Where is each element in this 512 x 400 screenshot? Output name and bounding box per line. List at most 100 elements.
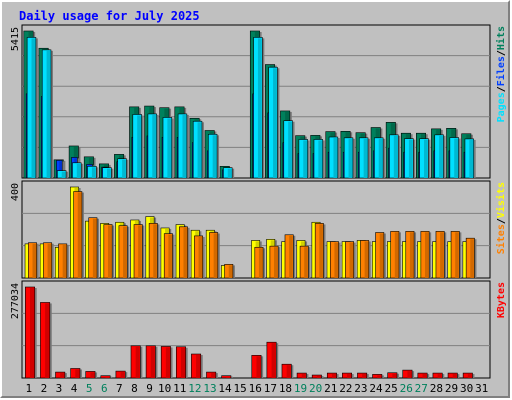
y-max-label: 5415 xyxy=(10,27,21,51)
day-label: 26 xyxy=(400,382,413,395)
day-label: 29 xyxy=(445,382,458,395)
bar-kbytes xyxy=(462,372,475,379)
bar-pages xyxy=(102,167,114,179)
bar-kbytes xyxy=(40,302,52,379)
bar-kbytes xyxy=(130,345,143,379)
day-label: 30 xyxy=(460,382,473,395)
bar-sites xyxy=(254,246,266,279)
legend-separator: / xyxy=(496,218,507,224)
bar-kbytes xyxy=(432,372,445,379)
bar-sites xyxy=(465,237,477,279)
bar-pages xyxy=(358,137,371,179)
bar-kbytes xyxy=(342,372,354,379)
legend-item: Hits xyxy=(495,26,507,50)
bar-sites xyxy=(284,234,296,279)
bar-pages xyxy=(72,162,84,179)
bar-sites xyxy=(314,223,326,279)
bar-kbytes xyxy=(402,369,415,379)
bar-pages xyxy=(207,133,220,179)
bar-kbytes xyxy=(281,363,294,379)
bar-sites xyxy=(209,232,220,279)
day-label: 24 xyxy=(369,382,383,395)
day-label: 14 xyxy=(218,382,232,395)
bar-pages xyxy=(449,137,461,179)
bar-pages xyxy=(192,120,204,179)
bar-pages xyxy=(41,49,53,179)
bar-kbytes xyxy=(191,353,203,379)
bar-kbytes xyxy=(160,346,173,379)
bar-pages xyxy=(177,113,189,179)
day-label: 17 xyxy=(264,382,277,395)
day-label: 1 xyxy=(25,382,32,395)
bar-sites xyxy=(58,243,69,279)
day-label: 27 xyxy=(415,382,428,395)
bar-kbytes xyxy=(417,372,430,379)
day-label: 10 xyxy=(158,382,171,395)
panel-hits-files-pages: 5415 Pages/Files/Hits xyxy=(10,24,507,179)
bar-pages xyxy=(132,114,144,179)
bar-kbytes xyxy=(70,368,82,379)
panel-kbytes: 277034 KBytes xyxy=(10,280,507,379)
day-label: 2 xyxy=(41,382,48,395)
bar-pages xyxy=(223,167,235,179)
bar-pages xyxy=(57,170,69,179)
day-label: 5 xyxy=(86,382,93,395)
bar-pages xyxy=(162,117,174,179)
day-label: 28 xyxy=(430,382,443,395)
y-max-label: 400 xyxy=(10,183,21,201)
bar-kbytes xyxy=(145,345,158,379)
day-label: 23 xyxy=(354,382,367,395)
bar-sites xyxy=(345,241,356,279)
bar-kbytes xyxy=(25,286,37,379)
legend-item: Visits xyxy=(495,182,507,218)
bar-kbytes xyxy=(447,372,460,379)
day-label: 16 xyxy=(249,382,262,395)
bar-sites xyxy=(148,223,160,279)
bar-kbytes xyxy=(115,370,128,379)
bar-sites xyxy=(224,264,235,279)
day-axis-labels: 1 2 3 4 5 6 7 8 9 10 11 12 13 14 15 16 17 18 19 20 21 22 23 24 2… xyxy=(25,382,488,395)
panel-visits-sites: 400 Sites/Visits xyxy=(10,180,507,279)
day-label: 8 xyxy=(131,382,138,395)
chart-title: Daily usage for July 2025 xyxy=(19,9,200,23)
bar-pages xyxy=(26,37,38,179)
bar-pages xyxy=(147,113,159,179)
bar-sites xyxy=(329,241,341,279)
day-label: 18 xyxy=(279,382,292,395)
legend-item: KBytes xyxy=(496,282,507,318)
legend-separator: / xyxy=(496,50,507,56)
bar-kbytes xyxy=(311,374,324,379)
day-label: 12 xyxy=(188,382,201,395)
bar-pages xyxy=(434,134,446,179)
day-label: 20 xyxy=(309,382,322,395)
bar-pages xyxy=(389,134,401,179)
bar-sites xyxy=(118,225,130,279)
bar-pages xyxy=(298,139,310,179)
bar-kbytes xyxy=(357,372,369,379)
bar-kbytes xyxy=(100,375,113,379)
bar-sites xyxy=(375,232,386,279)
chart-panels: 5415Pages/Files/Hits400Sites/Visits27703… xyxy=(10,24,507,379)
bar-sites xyxy=(299,245,311,279)
y-max-label: 277034 xyxy=(10,283,21,319)
bar-kbytes xyxy=(206,371,218,379)
bar-kbytes xyxy=(326,372,339,379)
bar-pages xyxy=(328,136,340,179)
bar-pages xyxy=(404,138,416,179)
legend-kbytes: KBytes xyxy=(496,282,507,318)
day-label: 3 xyxy=(56,382,63,395)
bar-pages xyxy=(374,137,386,179)
bar-sites xyxy=(133,224,145,279)
day-label: 11 xyxy=(173,382,186,395)
day-label: 15 xyxy=(234,382,247,395)
bar-pages xyxy=(343,137,355,179)
day-label: 31 xyxy=(475,382,488,395)
day-label: 9 xyxy=(146,382,153,395)
day-label: 22 xyxy=(339,382,352,395)
bar-sites xyxy=(405,231,417,279)
bar-pages xyxy=(464,138,476,179)
bar-kbytes xyxy=(221,375,233,379)
legend-hits-files-pages: Pages/Files/Hits xyxy=(495,26,507,122)
day-label: 4 xyxy=(71,382,78,395)
bar-sites xyxy=(269,245,281,279)
